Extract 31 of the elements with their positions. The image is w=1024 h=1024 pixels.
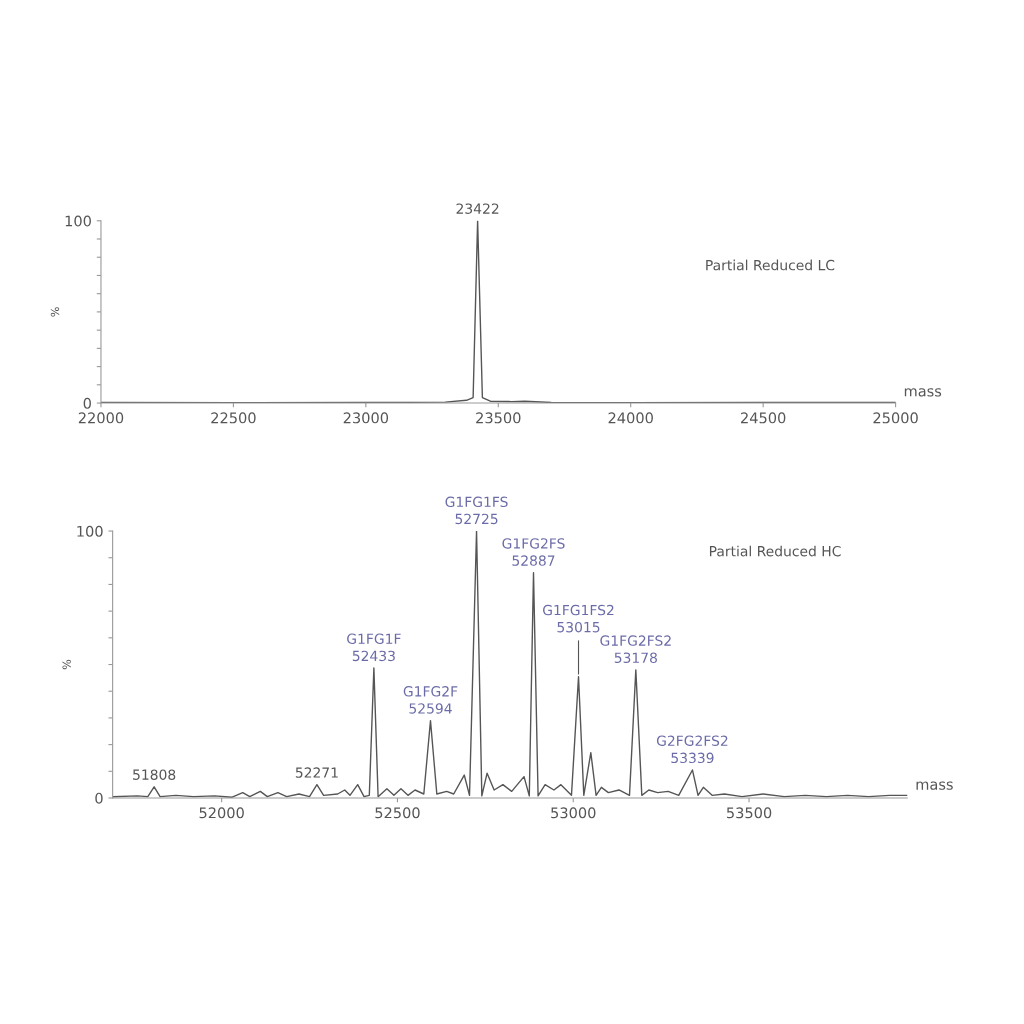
y-axis-title: % bbox=[62, 659, 71, 670]
x-tick-label: 52000 bbox=[199, 807, 244, 819]
x-tick-label: 23500 bbox=[476, 412, 521, 424]
x-tick-label: 22000 bbox=[78, 412, 124, 424]
x-tick-label: 53000 bbox=[551, 807, 596, 819]
annotation: G1FG2F 52594 bbox=[403, 686, 458, 714]
y-tick-label: 0 bbox=[83, 397, 91, 409]
annotation: Partial Reduced HC bbox=[709, 545, 841, 557]
y-tick-label: 100 bbox=[65, 215, 91, 227]
annotation: G2FG2FS2 53339 bbox=[656, 735, 728, 764]
annotation: 51808 bbox=[133, 769, 176, 780]
x-tick-label: 22500 bbox=[211, 412, 256, 424]
x-tick-label: 52500 bbox=[375, 807, 420, 819]
x-tick-label: 24000 bbox=[608, 412, 653, 424]
x-tick-label: 25000 bbox=[873, 412, 918, 424]
annotation: G1FG1F 52433 bbox=[347, 633, 401, 662]
annotation: 23422 bbox=[456, 203, 499, 214]
y-tick-label: 100 bbox=[77, 525, 103, 537]
annotation: Partial Reduced LC bbox=[706, 259, 835, 271]
x-axis-title: mass bbox=[916, 781, 953, 790]
annotation: G1FG1FS2 53015 bbox=[543, 604, 614, 633]
y-tick-label: 0 bbox=[95, 792, 103, 804]
annotation: G1FG2FS 52887 bbox=[502, 538, 565, 566]
y-axis-title: % bbox=[50, 307, 60, 317]
x-tick-label: 24500 bbox=[741, 412, 786, 424]
annotation: G1FG2FS2 53178 bbox=[600, 635, 671, 664]
x-tick-label: 23000 bbox=[343, 412, 389, 424]
annotation: G1FG1FS 52725 bbox=[445, 496, 508, 525]
x-tick-label: 53500 bbox=[726, 807, 772, 819]
x-axis-title: mass bbox=[904, 388, 942, 397]
annotation: 52271 bbox=[295, 767, 338, 778]
